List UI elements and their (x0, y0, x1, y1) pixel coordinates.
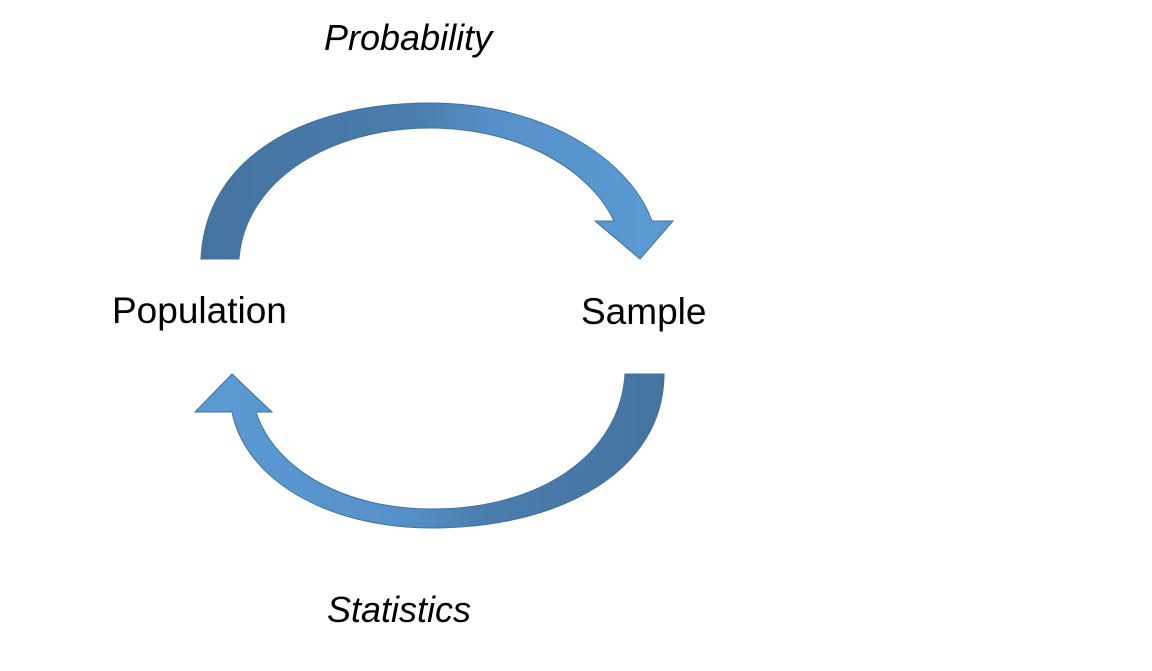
arrow-probability (200, 102, 675, 260)
arrow-statistics-shape (193, 373, 665, 529)
probability-label: Probability (324, 17, 493, 58)
population-label: Population (112, 290, 287, 331)
sample-label: Sample (581, 291, 707, 332)
statistics-label: Statistics (327, 589, 472, 630)
